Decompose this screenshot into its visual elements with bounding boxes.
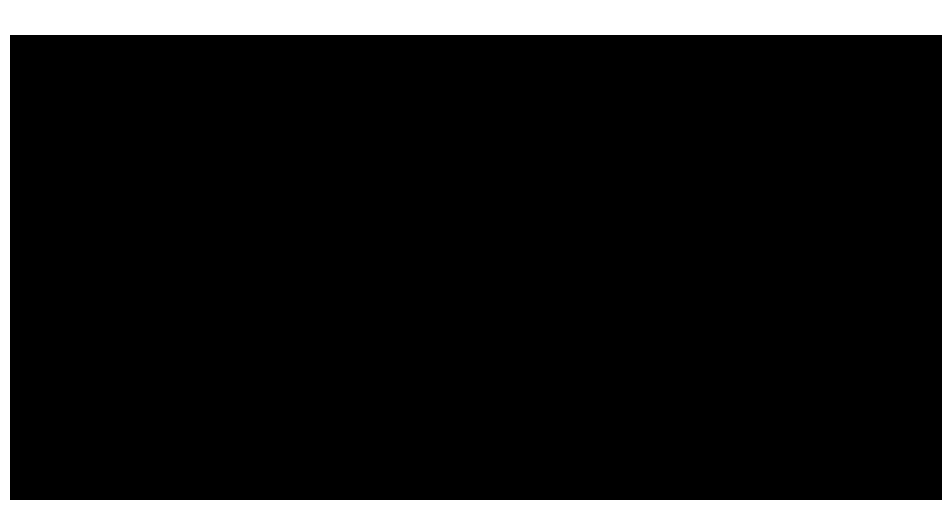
word-cloud — [10, 35, 942, 500]
